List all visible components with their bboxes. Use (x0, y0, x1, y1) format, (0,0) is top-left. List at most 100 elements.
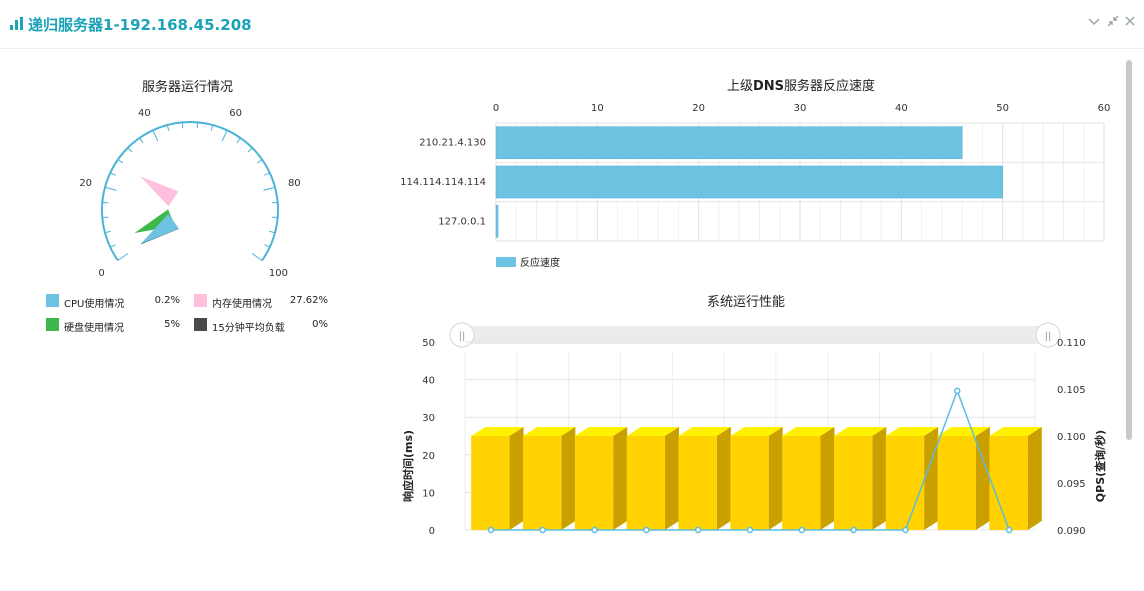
perf-y-tick-label: 10 (422, 488, 435, 499)
perf-bar (626, 427, 680, 530)
gauge-major-tick (221, 130, 228, 142)
legend-label-load[interactable]: 15分钟平均负载 (212, 323, 285, 334)
scrollbar-thumb[interactable] (1126, 60, 1132, 440)
dns-legend-label: 反应速度 (520, 256, 560, 269)
bar-chart-icon (10, 17, 23, 30)
legend-swatch-load[interactable] (194, 318, 207, 331)
perf-y-tick-label: 0 (429, 526, 435, 537)
perf-bar-front (471, 436, 510, 530)
perf-bar-front (885, 436, 925, 530)
legend-value-disk: 5% (164, 319, 180, 330)
perf-bar (574, 427, 628, 530)
dns-x-tick-label: 60 (1098, 103, 1111, 114)
qps-point (487, 526, 495, 534)
qps-point (591, 526, 598, 534)
legend-swatch-disk[interactable] (46, 318, 59, 331)
perf-bar-side (509, 427, 524, 530)
gauge-major-tick (117, 253, 129, 261)
window-header: 递归服务器1-192.168.45.208 (0, 0, 1144, 49)
perf-bar-top (989, 427, 1042, 436)
dns-bar (495, 205, 499, 238)
qps-point (643, 526, 650, 534)
dns-x-tick-label: 0 (493, 103, 499, 114)
gauge-minor-tick (271, 201, 278, 204)
legend-value-memory: 27.62% (289, 295, 328, 306)
close-icon[interactable] (1124, 15, 1136, 31)
perf-bar-top (626, 427, 680, 436)
perf-bar-top (574, 427, 628, 436)
legend-swatch-memory[interactable] (194, 294, 207, 307)
gauge-major-tick (263, 186, 276, 191)
legend-value-cpu: 0.2% (154, 295, 180, 306)
gauge-minor-tick (102, 216, 109, 219)
legend-label-disk[interactable]: 硬盘使用情况 (64, 323, 124, 334)
vertical-scrollbar[interactable] (1124, 58, 1134, 533)
dns-chart-title: 上级DNS服务器反应速度 (726, 79, 876, 94)
gauge-minor-tick (210, 124, 214, 131)
window-title: 递归服务器1-192.168.45.208 (28, 16, 252, 34)
gauge-needle (140, 213, 179, 244)
gauge-tick-label: 100 (269, 268, 288, 279)
gauge-minor-tick (247, 147, 253, 153)
dns-x-tick-label: 20 (692, 103, 705, 114)
dns-bar (495, 165, 1003, 199)
gauge-minor-tick (271, 216, 278, 219)
gauge-title: 服务器运行情况 (141, 80, 233, 95)
perf-bar-side (768, 427, 783, 530)
dns-x-tick-label: 30 (794, 103, 807, 114)
gauge-tick-label: 20 (79, 178, 92, 189)
perf-bar (471, 427, 524, 530)
perf-bar-top (885, 427, 939, 436)
perf-bar-front (833, 436, 873, 530)
perf-y-tick-label: 20 (422, 451, 435, 462)
perf-bar-front (626, 436, 666, 530)
gauge-minor-tick (127, 147, 133, 153)
legend-label-memory[interactable]: 内存使用情况 (212, 299, 272, 310)
dns-x-tick-label: 50 (996, 103, 1009, 114)
dns-chart: 0 10 20 30 40 50 60 210.21.4.130 114.114.114.114… (400, 103, 1111, 269)
perf-y2label: QPS(查询/秒) (1093, 430, 1107, 502)
perf-bar-side (820, 427, 835, 530)
gauge-tick-label: 0 (98, 268, 104, 279)
gauge-minor-tick (256, 159, 263, 164)
gauge-minor-tick (102, 201, 109, 204)
chevron-down-icon[interactable] (1088, 15, 1100, 31)
compress-icon[interactable] (1107, 15, 1119, 31)
perf-bar-side (872, 427, 887, 530)
gauge-minor-tick (139, 137, 144, 144)
gauge-minor-tick (166, 124, 170, 131)
perf-y2-tick-label: 0.090 (1057, 526, 1086, 537)
perf-bar (730, 427, 783, 530)
perf-bar-top (471, 427, 524, 436)
legend-label-cpu[interactable]: CPU使用情况 (64, 299, 125, 310)
gauge-needle (140, 176, 179, 207)
perf-chart: || || 0 10 20 30 40 50 0.090 0.095 0.100 0.105 0.110… (401, 322, 1107, 537)
perf-bar-side (665, 427, 680, 530)
gauge-minor-tick (269, 230, 276, 234)
gauge-major-tick (152, 130, 159, 142)
gauge-major-tick (104, 186, 117, 191)
gauge-chart: 0 20 40 60 80 100 (79, 108, 300, 279)
perf-bar-front (782, 436, 821, 530)
perf-bar (989, 427, 1042, 530)
dns-bar (495, 126, 963, 159)
perf-bar-side (716, 427, 731, 530)
gauge-minor-tick (196, 122, 199, 129)
perf-ylabel: 响应时间(ms) (401, 430, 415, 502)
perf-bar (833, 427, 887, 530)
perf-y-tick-label: 30 (422, 413, 435, 424)
legend-swatch-cpu[interactable] (46, 294, 59, 307)
dns-legend-swatch (496, 257, 516, 267)
perf-bar-top (937, 427, 990, 436)
gauge-tick-label: 40 (138, 108, 151, 119)
qps-point (902, 526, 909, 534)
perf-bar-front (574, 436, 614, 530)
qps-point (798, 526, 806, 534)
gauge-major-tick (251, 253, 263, 261)
dns-x-tick-label: 10 (591, 103, 604, 114)
perf-bar-side (561, 427, 576, 530)
perf-bar-top (782, 427, 835, 436)
legend-value-load: 0% (312, 319, 328, 330)
perf-bar-side (613, 427, 628, 530)
perf-bar-front (523, 436, 562, 530)
